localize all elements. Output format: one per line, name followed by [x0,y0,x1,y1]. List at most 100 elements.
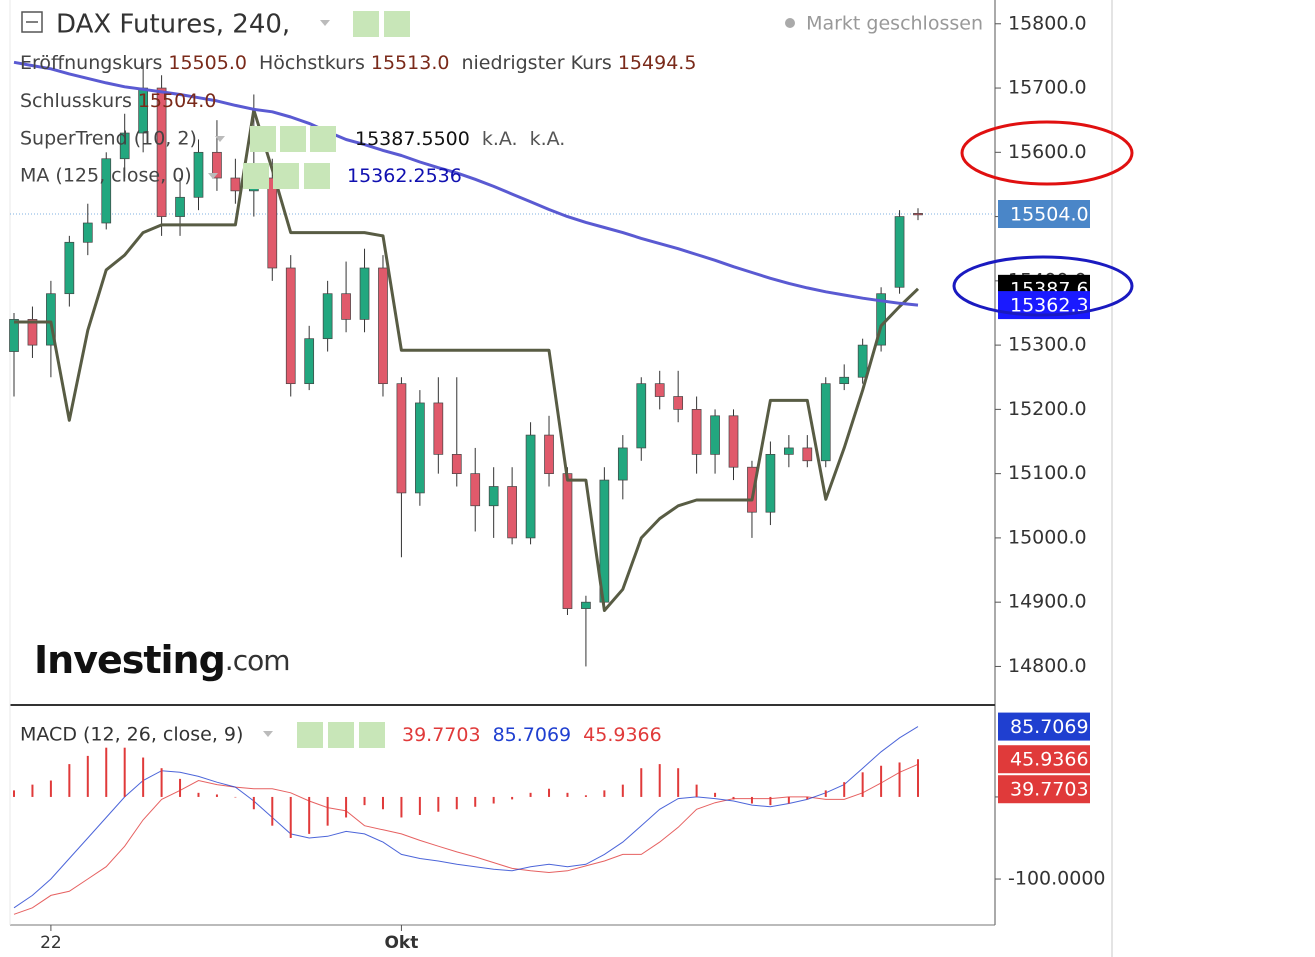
highlight-circle [952,255,1134,317]
eye-icon[interactable] [297,722,323,748]
x-tick-label: Okt [384,933,418,953]
indicator-value: 45.9366 [583,724,662,746]
settings-icon[interactable] [384,11,410,37]
histogram-bar [31,784,34,797]
status-dot [785,18,795,28]
histogram-bar [824,790,827,797]
histogram-bar [695,784,698,797]
y-tick-label: 15300.0 [1008,334,1087,356]
histogram-bar [548,788,551,797]
y-tick-label: 15200.0 [1008,398,1087,420]
eye-icon[interactable] [243,163,269,189]
candle-body [415,402,425,494]
remove-icon[interactable] [310,126,336,152]
legend-value: 15513.0 [371,52,450,74]
collapse-icon[interactable] [21,11,43,33]
candle-body [636,383,647,449]
indicator-tag [998,745,1090,774]
histogram-bar [677,768,680,797]
candle-body [64,241,75,295]
candle-body [470,473,481,507]
candle-body [341,293,351,320]
histogram-bar [418,796,421,815]
remove-icon[interactable] [359,722,385,748]
candle-body [175,196,185,217]
indicator-value: 39.7703 [402,724,481,746]
histogram-bar [123,747,126,797]
histogram-bar [861,772,864,797]
histogram-bar [806,796,809,800]
histogram-bar [400,796,403,818]
candle-body [488,486,499,507]
overlay: DAX Futures, 240, Markt geschlossen MACD… [20,10,983,748]
indicator-values: 39.7703 85.7069 45.9366 [402,724,662,746]
candle-body [507,486,517,539]
y-tick-label: 14800.0 [1008,655,1087,677]
indicator-values: 15362.2536 [347,165,462,187]
histogram-bar [843,782,846,797]
candle-body [27,319,38,346]
eye-icon[interactable] [250,126,276,152]
indicator-line [14,108,920,612]
chart-title: DAX Futures, 240, [56,10,290,40]
dropdown-icon[interactable] [263,731,273,737]
histogram-bar [86,755,89,797]
settings-icon[interactable] [280,126,306,152]
dropdown-icon[interactable] [215,136,225,142]
histogram-bar [714,792,717,797]
indicator-value: 15362.2536 [347,165,462,187]
histogram-bar [658,764,661,797]
y-tick-label: 15100.0 [1008,462,1087,484]
histogram-bar [13,790,15,797]
x-tick-label: 22 [40,933,62,953]
legend-label: Schlusskurs [20,90,132,112]
indicator-tag-label: 15362.3 [1010,295,1089,317]
remove-icon[interactable] [304,163,330,189]
candle-body [359,267,370,320]
indicator-values: 15387.5500 k.A. k.A. [355,128,565,150]
candle-body [212,151,222,179]
indicator-value: k.A. [530,128,566,150]
settings-icon[interactable] [273,163,299,189]
dropdown-icon[interactable] [208,173,218,179]
candle-body [433,402,444,455]
candle-body [617,447,628,481]
histogram-bar [750,796,753,804]
indicator-value: k.A. [482,128,518,150]
settings-icon[interactable] [328,722,354,748]
legend-value: 15505.0 [168,52,247,74]
candle-body [304,338,315,385]
indicator-tag-label: 39.7703 [1010,779,1089,801]
candle-body [747,466,757,513]
histogram-bar [455,796,458,810]
histogram-bar [584,795,587,797]
histogram-bar [769,796,772,806]
histogram-bar [511,796,514,800]
indicator-line [13,60,919,307]
indicator-tag [998,775,1090,804]
candle-body [710,415,720,455]
histogram-bar [437,796,440,812]
indicator-title: MACD (12, 26, close, 9) [20,724,243,746]
candle-body [728,415,739,468]
candle-body [894,216,905,288]
histogram-bar [105,747,108,797]
histogram-bar [215,794,218,797]
candle-body [525,434,536,539]
indicator-name: SuperTrend (10, 2) [20,128,197,150]
eye-icon[interactable] [353,11,379,37]
histogram-bar [68,764,71,797]
histogram-bar [732,796,735,800]
candle-body [562,473,573,609]
candle-body [267,177,278,269]
macd-line [13,726,919,909]
y-tick-label: 15800.0 [1008,12,1087,34]
histogram-bar [787,796,790,804]
macd-line [13,763,919,915]
candle-body [101,158,112,224]
candle-body [156,87,167,217]
candle-body [119,132,130,160]
dropdown-icon[interactable] [320,20,330,26]
candle-body [544,434,554,474]
histogram-bar [529,792,532,797]
